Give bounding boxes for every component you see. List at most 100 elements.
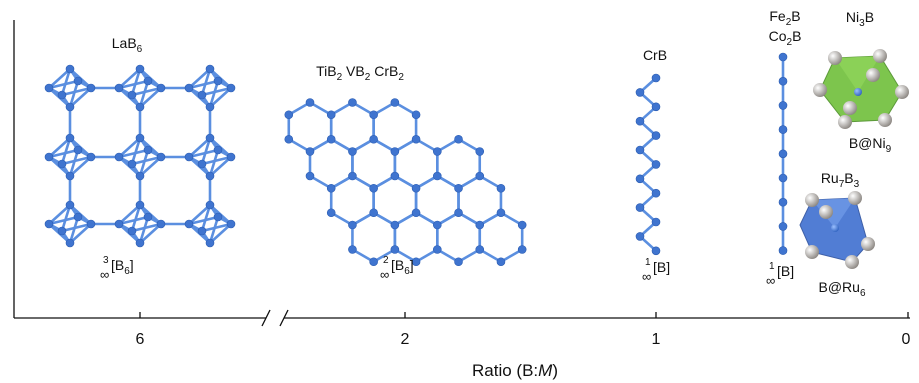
atom bbox=[87, 84, 95, 92]
atom bbox=[206, 201, 214, 209]
atom bbox=[636, 88, 644, 96]
metal-atom bbox=[878, 113, 892, 127]
atom bbox=[66, 103, 74, 111]
atom bbox=[115, 153, 123, 161]
atom bbox=[636, 117, 644, 125]
atom bbox=[779, 150, 787, 158]
formula-text: VB bbox=[342, 63, 365, 79]
atom bbox=[779, 126, 787, 134]
atom bbox=[412, 184, 420, 192]
atom bbox=[652, 103, 660, 111]
atom bbox=[433, 148, 441, 156]
formula-label: Ni3B bbox=[846, 9, 874, 29]
formula-text: [B] bbox=[653, 259, 670, 275]
formula-text: Fe bbox=[769, 8, 786, 24]
atom bbox=[433, 246, 441, 254]
atom bbox=[652, 247, 660, 255]
atom bbox=[115, 84, 123, 92]
metal-atom bbox=[861, 237, 875, 251]
formula-text: [B bbox=[391, 257, 404, 273]
atom bbox=[128, 160, 136, 168]
atom bbox=[327, 135, 335, 143]
atom bbox=[136, 201, 144, 209]
formula-text: B bbox=[792, 28, 801, 44]
atom bbox=[412, 209, 420, 217]
formula-label: TiB2 VB2 CrB2 bbox=[316, 63, 404, 83]
atom bbox=[45, 84, 53, 92]
atom bbox=[227, 220, 235, 228]
atom bbox=[348, 99, 356, 107]
axis-title-text: ) bbox=[552, 361, 558, 380]
atom bbox=[74, 77, 82, 85]
atom bbox=[455, 135, 463, 143]
atom bbox=[144, 213, 152, 221]
atom bbox=[74, 213, 82, 221]
atom bbox=[391, 148, 399, 156]
atom bbox=[45, 153, 53, 161]
atom bbox=[412, 135, 420, 143]
atom bbox=[652, 132, 660, 140]
formula-text: Co bbox=[769, 28, 787, 44]
atom bbox=[455, 209, 463, 217]
atom bbox=[136, 103, 144, 111]
atom bbox=[206, 103, 214, 111]
atom bbox=[306, 99, 314, 107]
formula-label: LaB6 bbox=[112, 35, 143, 55]
subscript: 2 bbox=[398, 72, 404, 83]
atom bbox=[58, 91, 66, 99]
atom bbox=[455, 184, 463, 192]
atom bbox=[144, 146, 152, 154]
formula-text: CrB bbox=[643, 47, 667, 63]
atom bbox=[136, 134, 144, 142]
atom bbox=[185, 84, 193, 92]
metal-atom bbox=[805, 193, 819, 207]
metal-atom bbox=[843, 101, 857, 115]
atom bbox=[227, 153, 235, 161]
tick-label: 1 bbox=[652, 331, 661, 348]
atom bbox=[348, 148, 356, 156]
atom bbox=[391, 99, 399, 107]
atom bbox=[497, 184, 505, 192]
atom bbox=[66, 65, 74, 73]
atom bbox=[185, 220, 193, 228]
center-atom bbox=[831, 224, 839, 232]
axis-title: Ratio (B:M) bbox=[472, 361, 558, 380]
atom bbox=[370, 135, 378, 143]
subscript: 6 bbox=[137, 44, 143, 55]
atom bbox=[214, 77, 222, 85]
atom bbox=[412, 111, 420, 119]
atom bbox=[518, 246, 526, 254]
atom bbox=[370, 258, 378, 266]
atom bbox=[636, 204, 644, 212]
atom bbox=[652, 189, 660, 197]
atom bbox=[45, 220, 53, 228]
dimension: 1 bbox=[645, 257, 651, 268]
atom bbox=[636, 146, 644, 154]
atom bbox=[779, 198, 787, 206]
formula-label: [B6] bbox=[111, 257, 134, 277]
formula-text: Ni bbox=[846, 9, 859, 25]
formula-text: B bbox=[865, 9, 874, 25]
atom bbox=[652, 218, 660, 226]
subscript: 3 bbox=[854, 179, 860, 190]
atom bbox=[327, 209, 335, 217]
dimension: 1 bbox=[769, 261, 775, 272]
metal-atom bbox=[828, 51, 842, 65]
atom bbox=[87, 220, 95, 228]
atom bbox=[136, 239, 144, 247]
atom bbox=[779, 247, 787, 255]
atom bbox=[348, 221, 356, 229]
formula-label: Fe2B bbox=[769, 8, 800, 28]
atom bbox=[198, 160, 206, 168]
atom bbox=[433, 221, 441, 229]
atom bbox=[58, 160, 66, 168]
atom bbox=[128, 91, 136, 99]
atom bbox=[391, 221, 399, 229]
infinity: ∞ bbox=[380, 267, 389, 282]
metal-atom bbox=[805, 245, 819, 259]
atom bbox=[74, 146, 82, 154]
metal-atom bbox=[873, 49, 887, 63]
atom bbox=[206, 239, 214, 247]
atom bbox=[433, 172, 441, 180]
formula-text: Ru bbox=[821, 170, 839, 186]
